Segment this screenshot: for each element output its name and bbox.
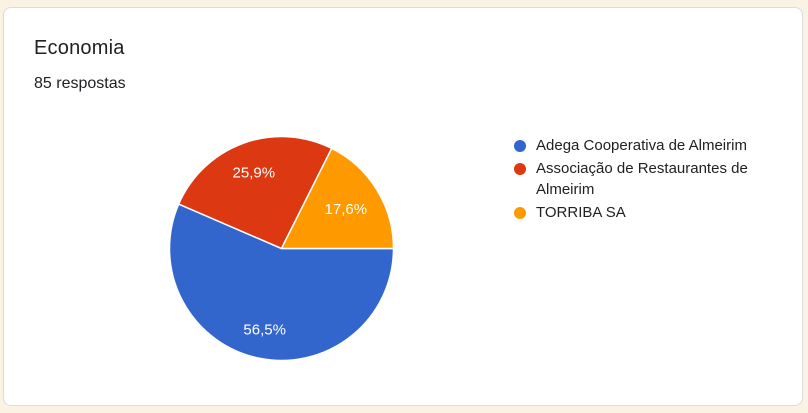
legend-dot-icon bbox=[514, 207, 526, 219]
response-count: 85 respostas bbox=[34, 75, 126, 92]
pie-slice-percent-label: 17,6% bbox=[325, 201, 368, 218]
pie-slice-2[interactable] bbox=[280, 147, 395, 250]
question-title: Economia bbox=[34, 37, 125, 59]
pie-slice-percent-label: 56,5% bbox=[243, 322, 286, 339]
pie-slice-percent-label: 25,9% bbox=[233, 164, 276, 181]
question-summary-card: Economia 85 respostas 56,5% 25,9% 17,6% Ad… bbox=[3, 7, 803, 406]
chart-legend: Adega Cooperativa de Almeirim Associação … bbox=[514, 135, 758, 225]
legend-item-0: Adega Cooperativa de Almeirim bbox=[514, 135, 758, 156]
legend-label: Adega Cooperativa de Almeirim bbox=[536, 137, 747, 154]
legend-dot-icon bbox=[514, 140, 526, 152]
legend-label: TORRIBA SA bbox=[536, 204, 626, 221]
legend-item-2: TORRIBA SA bbox=[514, 202, 758, 223]
legend-label: Associação de Restaurantes de Almeirim bbox=[536, 160, 748, 198]
pie-slice-1[interactable] bbox=[177, 135, 333, 250]
pie-chart: 56,5% 25,9% 17,6% bbox=[168, 135, 395, 362]
legend-dot-icon bbox=[514, 163, 526, 175]
pie-slice-0[interactable] bbox=[168, 203, 395, 362]
legend-item-1: Associação de Restaurantes de Almeirim bbox=[514, 158, 758, 200]
